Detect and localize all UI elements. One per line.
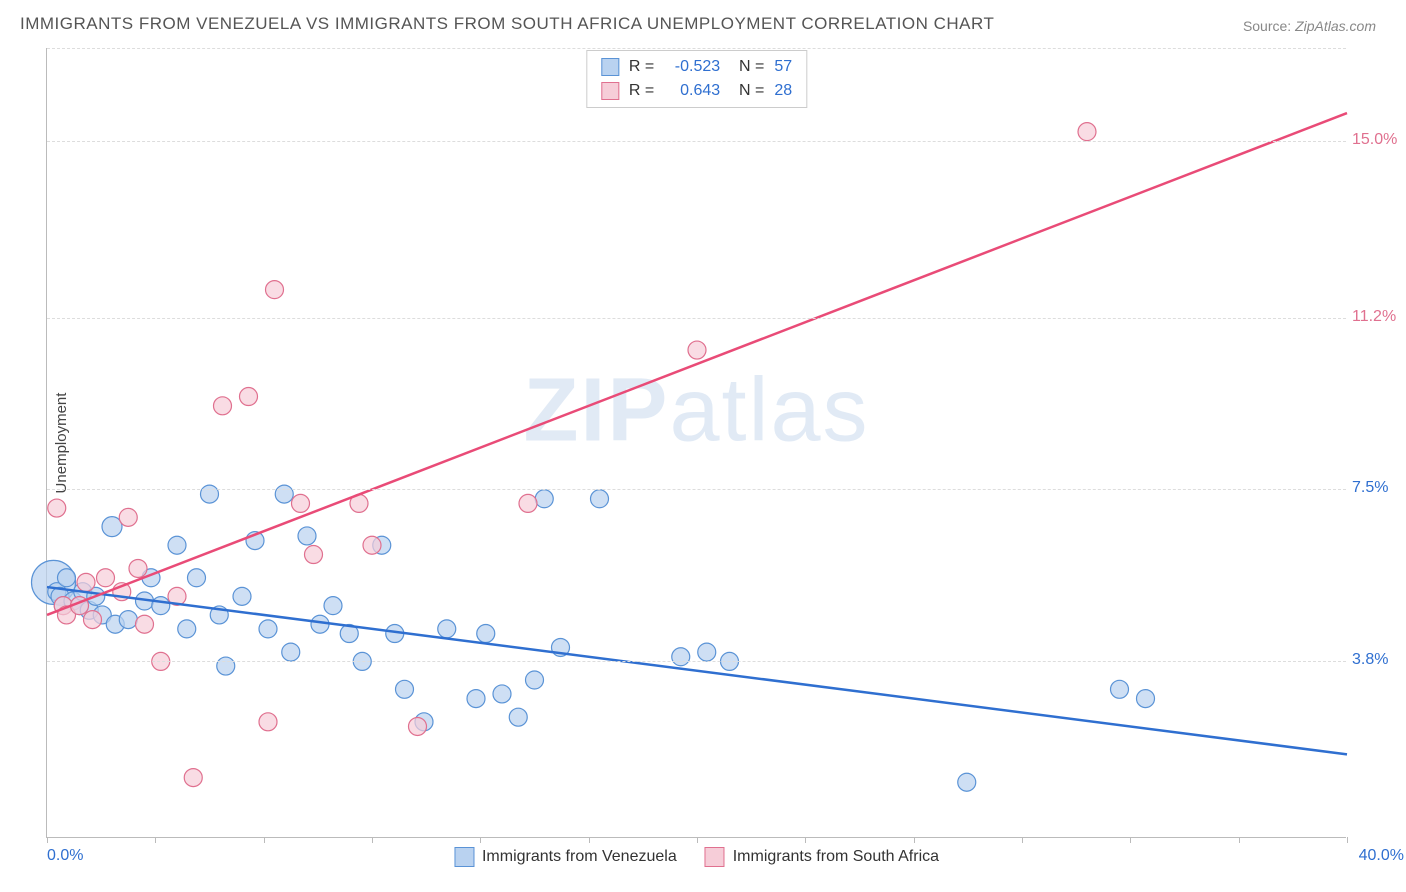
data-point	[188, 569, 206, 587]
data-point	[77, 573, 95, 591]
legend-label-2: Immigrants from South Africa	[733, 848, 939, 866]
stats-row-series1: R = -0.523 N = 57	[601, 55, 792, 79]
stats-box: R = -0.523 N = 57 R = 0.643 N = 28	[586, 50, 807, 108]
data-point	[698, 643, 716, 661]
y-tick-label: 15.0%	[1352, 131, 1406, 149]
data-point	[266, 281, 284, 299]
stats-n-label: N =	[730, 79, 764, 103]
data-point	[409, 717, 427, 735]
x-axis-min-label: 0.0%	[47, 847, 83, 865]
data-point	[493, 685, 511, 703]
data-point	[233, 587, 251, 605]
y-tick-label: 7.5%	[1352, 479, 1406, 497]
scatter-svg	[47, 48, 1346, 837]
data-point	[1078, 123, 1096, 141]
data-point	[48, 499, 66, 517]
regression-line	[47, 587, 1347, 754]
stats-r-value-1: -0.523	[664, 55, 720, 79]
data-point	[298, 527, 316, 545]
source-value: ZipAtlas.com	[1295, 18, 1376, 34]
data-point	[97, 569, 115, 587]
y-tick-label: 11.2%	[1352, 308, 1406, 326]
data-point	[129, 559, 147, 577]
stats-n-label: N =	[730, 55, 764, 79]
data-point	[119, 611, 137, 629]
regression-line	[47, 113, 1347, 615]
data-point	[535, 490, 553, 508]
x-axis-max-label: 40.0%	[1359, 847, 1404, 865]
data-point	[1111, 680, 1129, 698]
legend: Immigrants from Venezuela Immigrants fro…	[454, 847, 939, 867]
stats-r-label: R =	[629, 79, 654, 103]
data-point	[688, 341, 706, 359]
y-tick-label: 3.8%	[1352, 651, 1406, 669]
data-point	[119, 508, 137, 526]
data-point	[672, 648, 690, 666]
data-point	[1137, 690, 1155, 708]
data-point	[958, 773, 976, 791]
source-label: Source:	[1243, 18, 1291, 34]
data-point	[467, 690, 485, 708]
stats-r-label: R =	[629, 55, 654, 79]
legend-item-1: Immigrants from Venezuela	[454, 847, 677, 867]
data-point	[282, 643, 300, 661]
data-point	[84, 611, 102, 629]
data-point	[240, 388, 258, 406]
legend-swatch-2	[705, 847, 725, 867]
data-point	[396, 680, 414, 698]
data-point	[217, 657, 235, 675]
chart-title: IMMIGRANTS FROM VENEZUELA VS IMMIGRANTS …	[20, 14, 994, 34]
legend-item-2: Immigrants from South Africa	[705, 847, 939, 867]
data-point	[591, 490, 609, 508]
data-point	[363, 536, 381, 554]
stats-row-series2: R = 0.643 N = 28	[601, 79, 792, 103]
data-point	[477, 625, 495, 643]
source-attribution: Source: ZipAtlas.com	[1243, 18, 1376, 34]
data-point	[526, 671, 544, 689]
data-point	[184, 769, 202, 787]
stats-swatch-1	[601, 58, 619, 76]
data-point	[136, 615, 154, 633]
data-point	[58, 569, 76, 587]
data-point	[259, 620, 277, 638]
data-point	[168, 536, 186, 554]
data-point	[438, 620, 456, 638]
data-point	[178, 620, 196, 638]
stats-n-value-1: 57	[774, 55, 792, 79]
data-point	[305, 546, 323, 564]
data-point	[152, 597, 170, 615]
legend-label-1: Immigrants from Venezuela	[482, 848, 677, 866]
data-point	[259, 713, 277, 731]
stats-swatch-2	[601, 82, 619, 100]
data-point	[324, 597, 342, 615]
data-point	[519, 494, 537, 512]
data-point	[275, 485, 293, 503]
stats-n-value-2: 28	[774, 79, 792, 103]
data-point	[214, 397, 232, 415]
data-point	[201, 485, 219, 503]
stats-r-value-2: 0.643	[664, 79, 720, 103]
chart-plot-area: Unemployment ZIPatlas R = -0.523 N = 57 …	[46, 48, 1346, 838]
data-point	[509, 708, 527, 726]
legend-swatch-1	[454, 847, 474, 867]
data-point	[292, 494, 310, 512]
